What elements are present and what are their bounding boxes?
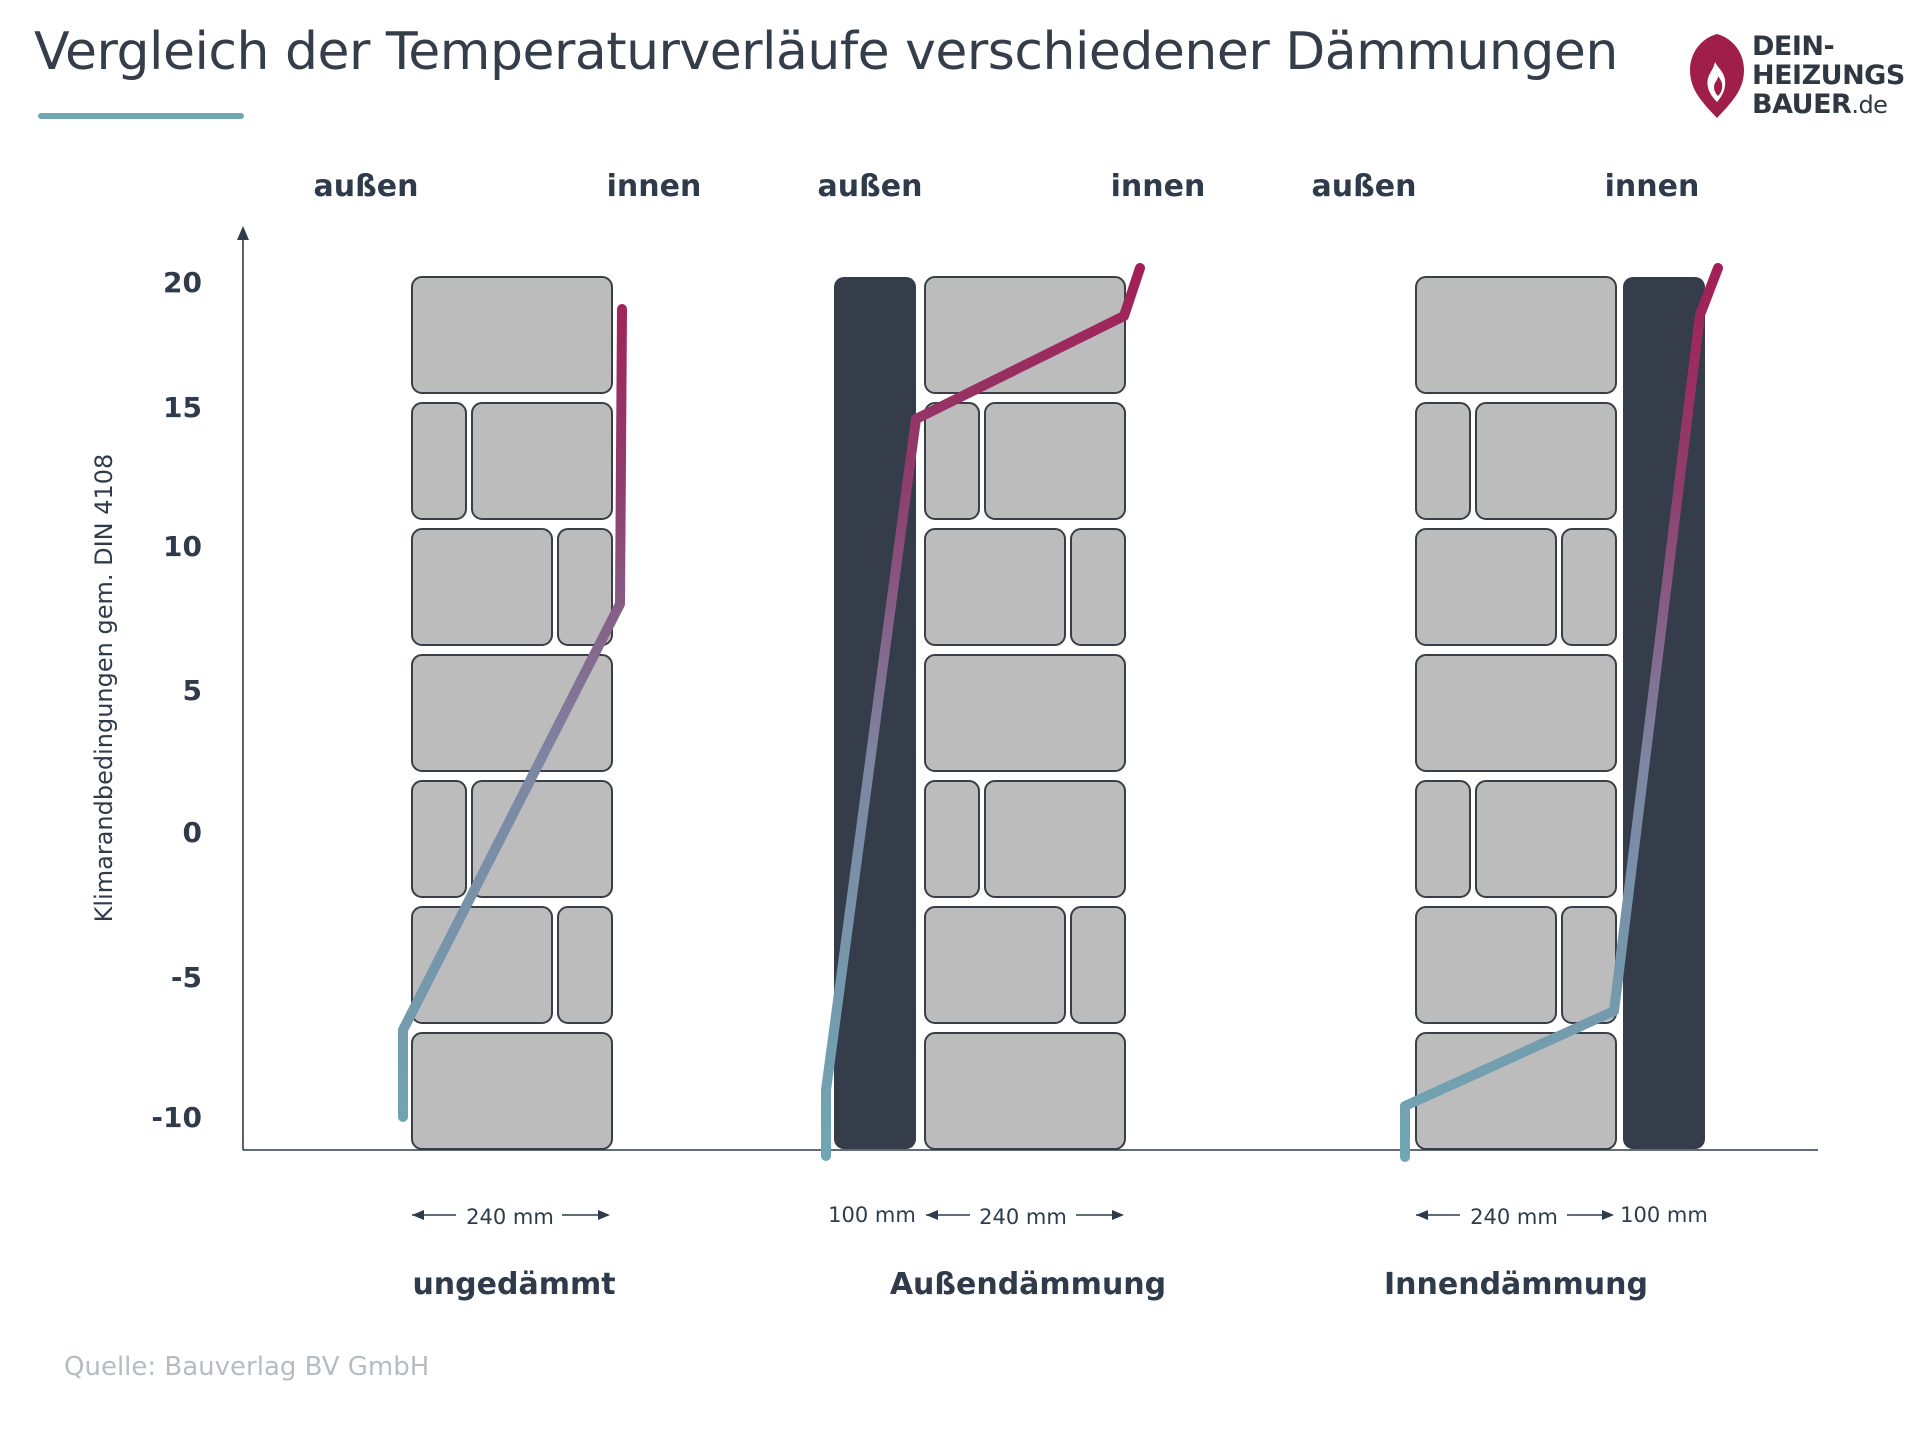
brick [1415,402,1471,520]
brick [411,780,467,898]
brick [557,906,613,1024]
outside-label: außen [1312,169,1417,204]
brick [1070,906,1126,1024]
brick [924,906,1066,1024]
panel-inside-insulation: außen innen 240 mm 100 mm Innendämmung [1312,169,1723,1302]
outside-label: außen [818,169,923,204]
temperature-curve [398,304,627,1122]
dimension-label: 100 mm [1620,1203,1708,1227]
y-tick-label: -5 [171,961,202,994]
dimension-arrowhead-right [1112,1210,1124,1220]
dimension-240mm: 240 mm [412,1205,610,1229]
brick [924,780,980,898]
brick [984,780,1126,898]
brick [1475,402,1617,520]
logo-line-3-main: BAUER [1752,89,1852,120]
dimension-100mm-240mm: 100 mm 240 mm [828,1203,1124,1229]
insulation-layer [1623,277,1705,1149]
dimension-arrowhead-left [926,1210,938,1220]
dimension-label: 240 mm [466,1205,554,1229]
brick [1415,780,1471,898]
brick [471,402,613,520]
y-tick-label: 20 [163,266,202,299]
brick [1415,654,1617,772]
brick [411,528,553,646]
brick [1415,906,1557,1024]
brick [411,402,467,520]
company-logo: DEIN- HEIZUNGS BAUER.de [1688,28,1905,123]
panel-caption: Außendämmung [890,1267,1166,1302]
page-title: Vergleich der Temperaturverläufe verschi… [34,22,1618,82]
brick [1415,276,1617,394]
y-tick-label: 0 [183,816,202,849]
outside-label: außen [314,169,419,204]
inside-label: innen [607,169,702,204]
brick-wall [924,276,1126,1150]
source-note: Quelle: Bauverlag BV GmbH [64,1352,430,1382]
logo-line-1: DEIN- [1752,31,1835,62]
brick [1561,528,1617,646]
brick [924,1032,1126,1150]
temperature-curve [821,263,1145,1161]
logo-line-3: BAUER.de [1752,90,1905,120]
y-tick-label: 10 [163,530,202,563]
panel-caption: ungedämmt [412,1267,615,1302]
logo-line-3-suffix: .de [1851,91,1888,119]
logo-line-2: HEIZUNGS [1752,60,1905,91]
panel-caption: Innendämmung [1384,1267,1648,1302]
brick [411,1032,613,1150]
brick [1561,906,1617,1024]
brick [984,402,1126,520]
dimension-arrowhead-right [598,1210,610,1220]
brick [411,654,613,772]
brick [1475,780,1617,898]
inside-label: innen [1605,169,1700,204]
y-tick-label: 5 [183,674,202,707]
panel-uninsulated: außen innen 240 mm ungedämmt [314,169,702,1302]
dimension-label: 240 mm [1470,1205,1558,1229]
brick [924,276,1126,394]
dimension-arrowhead-left [412,1210,424,1220]
brick-wall [411,276,613,1150]
brick [471,780,613,898]
dimension-label: 240 mm [979,1205,1067,1229]
panel-outside-insulation: außen innen 100 mm 240 mm Außendämmung [818,169,1206,1302]
brick [411,276,613,394]
brick [924,402,980,520]
brick [557,528,613,646]
logo-wordmark: DEIN- HEIZUNGS BAUER.de [1752,32,1905,120]
y-tick-label: -10 [151,1101,202,1134]
dimension-arrowhead-right [1602,1210,1614,1220]
inside-label: innen [1111,169,1206,204]
brick [924,654,1126,772]
dimension-arrowhead-left [1416,1210,1428,1220]
brick [1070,528,1126,646]
y-axis-title: Klimarandbedingungen gem. DIN 4108 [90,454,118,923]
temperature-curve [1400,263,1723,1162]
dimension-240mm-100mm: 240 mm 100 mm [1416,1203,1708,1229]
brick [1415,528,1557,646]
y-axis-arrow [237,226,249,240]
brick-wall [1415,276,1617,1150]
dimension-label: 100 mm [828,1203,916,1227]
y-tick-label: 15 [163,391,202,424]
flame-icon [1690,34,1744,118]
title-underline [38,113,244,119]
brick [1415,1032,1617,1150]
brick [924,528,1066,646]
